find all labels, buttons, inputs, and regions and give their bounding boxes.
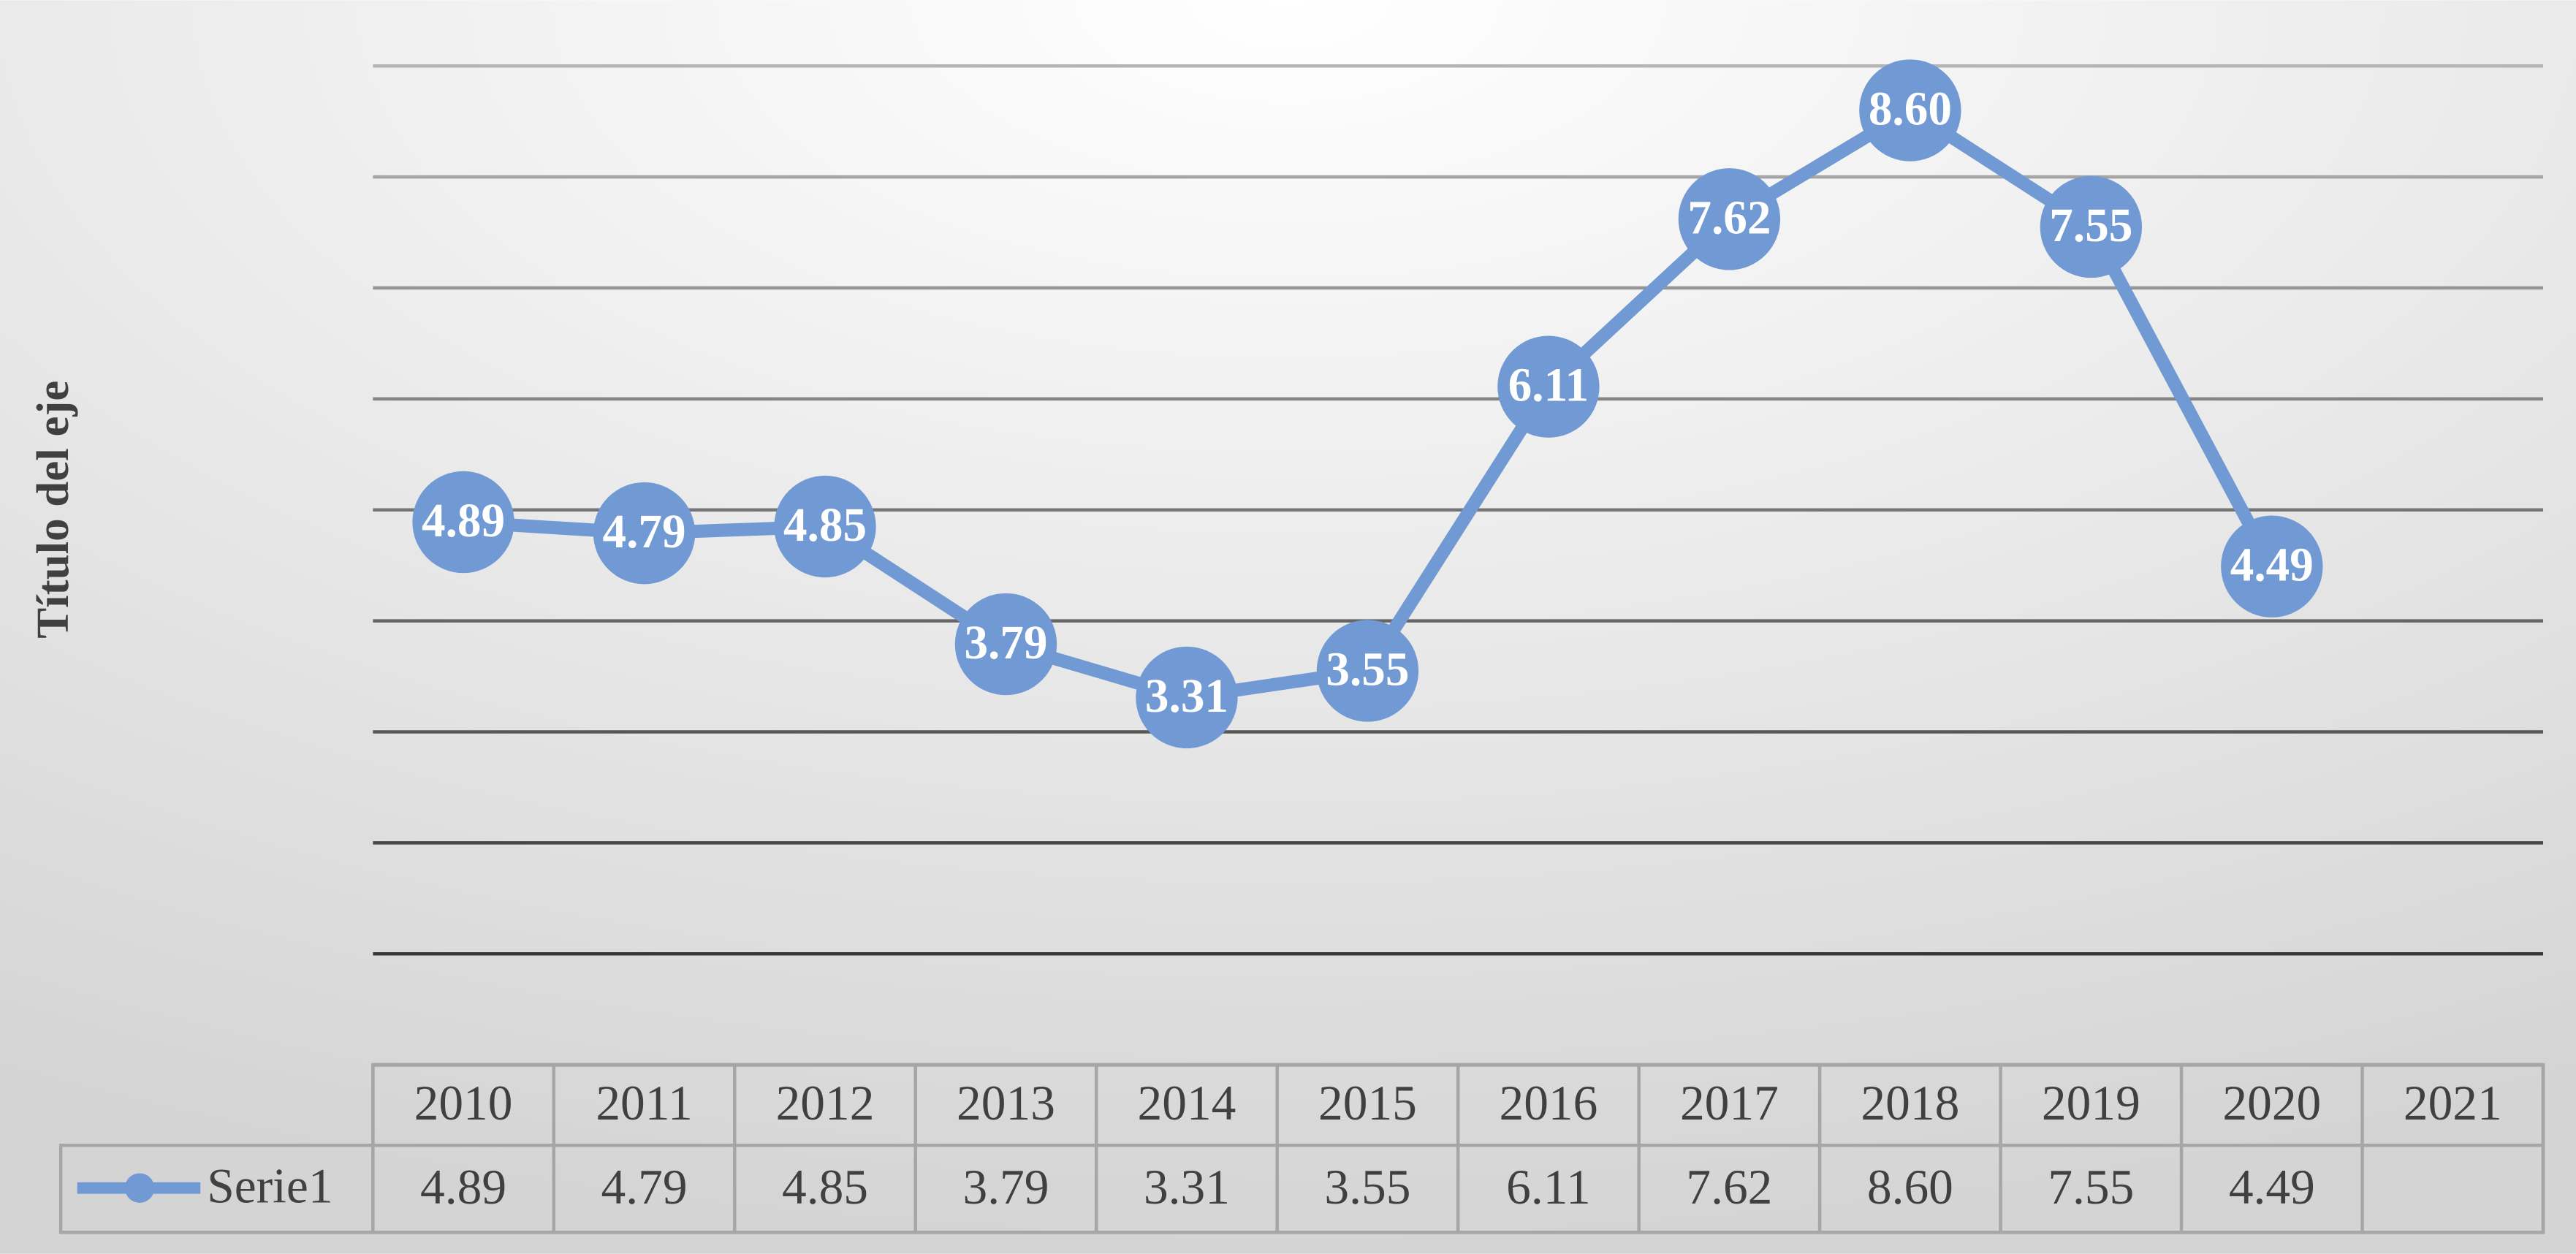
y-axis-title: Título del eje — [27, 381, 78, 639]
data-label: 7.62 — [1687, 191, 1771, 244]
table-value: 4.79 — [601, 1160, 688, 1215]
x-tick-label: 2010 — [414, 1076, 513, 1130]
x-tick-label: 2011 — [596, 1076, 692, 1130]
table-value: 6.11 — [1506, 1160, 1591, 1215]
table-value: 3.79 — [962, 1160, 1049, 1215]
data-label: 4.89 — [422, 495, 505, 547]
x-tick-label: 2019 — [2042, 1076, 2140, 1130]
x-tick-label: 2014 — [1138, 1076, 1236, 1130]
data-label: 4.85 — [783, 499, 867, 552]
x-tick-label: 2018 — [1861, 1076, 1959, 1130]
data-label: 6.11 — [1508, 360, 1589, 412]
data-table: 2010 2011 2012 2013 2014 2015 2016 2017 2018 2019… — [58, 1063, 2545, 1234]
table-value: 7.62 — [1686, 1160, 1772, 1215]
table-value: 3.31 — [1144, 1160, 1230, 1215]
marker — [2221, 515, 2323, 618]
data-label: 3.79 — [964, 617, 1047, 669]
data-label: 3.55 — [1326, 643, 1409, 696]
table-value: 8.60 — [1867, 1160, 1953, 1215]
marker — [1136, 646, 1238, 749]
x-tick-label: 2015 — [1318, 1076, 1417, 1130]
data-label: 4.49 — [2230, 539, 2314, 592]
marker — [1497, 335, 1600, 438]
x-tick-label: 2012 — [776, 1076, 875, 1130]
x-tick-label: 2016 — [1499, 1076, 1597, 1130]
marker — [954, 593, 1057, 696]
table-value: 4.49 — [2229, 1160, 2315, 1215]
x-tick-label: 2021 — [2404, 1076, 2502, 1130]
marker — [412, 471, 514, 574]
legend-label: Serie1 — [207, 1159, 333, 1214]
data-label: 3.31 — [1145, 670, 1228, 723]
marker — [593, 482, 696, 585]
marker — [774, 475, 876, 578]
data-label: 4.79 — [602, 506, 685, 558]
marker — [1859, 59, 1961, 162]
table-value: 4.89 — [420, 1160, 506, 1215]
table-value: 7.55 — [2048, 1160, 2134, 1215]
table-value: 3.55 — [1324, 1160, 1410, 1215]
plot: 4.89 4.79 4.85 3.79 3.31 3.55 6.11 7.62 8.60 7.55… — [412, 59, 2323, 749]
marker — [1678, 168, 1781, 270]
marker — [2040, 175, 2143, 278]
data-label: 8.60 — [1869, 83, 1952, 135]
x-tick-label: 2020 — [2222, 1076, 2321, 1130]
table-value: 4.85 — [782, 1160, 868, 1215]
x-tick-label: 2013 — [957, 1076, 1055, 1130]
marker — [1316, 620, 1419, 722]
data-label: 7.55 — [2049, 200, 2132, 252]
legend-marker — [124, 1173, 155, 1203]
x-tick-label: 2017 — [1680, 1076, 1779, 1130]
